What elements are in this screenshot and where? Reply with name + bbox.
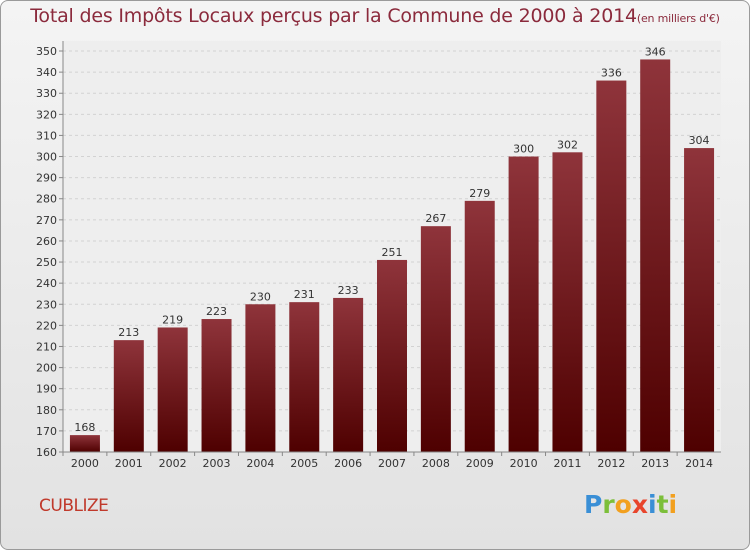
y-tick-label: 310 [36,129,57,142]
bar-2001 [113,340,144,452]
bar-2004 [245,304,276,452]
y-tick-label: 250 [36,256,57,269]
data-label: 223 [206,305,227,318]
commune-name: CUBLIZE [39,496,109,516]
bar-2012 [596,80,627,453]
bar-2007 [377,259,407,452]
data-label: 267 [425,212,446,225]
x-tick-label: 2012 [597,457,625,470]
data-label: 233 [338,284,359,297]
data-label: 336 [601,67,622,80]
x-tick-label: 2014 [685,457,713,470]
x-tick-label: 2009 [466,457,494,470]
bar-2011 [552,152,583,452]
data-label: 213 [118,326,139,339]
data-label: 251 [382,246,403,259]
data-label: 219 [162,313,183,326]
bar-2013 [640,59,671,452]
x-tick-label: 2005 [290,457,318,470]
bars: 168 213 219 223 230 231 233 251 267 279 300 302 336 3… [69,45,715,453]
chart-title: Total des Impôts Locaux perçus par la Co… [1,5,749,27]
bar-2010 [508,156,539,453]
x-tick-label: 2003 [203,457,231,470]
x-tick-label: 2002 [159,457,187,470]
y-tick-label: 240 [36,277,57,290]
y-tick-label: 290 [36,172,57,185]
y-tick-label: 270 [36,214,57,227]
bar-2008 [420,226,451,452]
y-tick-label: 320 [36,108,57,121]
y-tick-label: 300 [36,151,57,164]
x-tick-label: 2010 [510,457,538,470]
x-tick-label: 2007 [378,457,406,470]
y-axis: 160 170 180 190 200 210 220 230 240 250 260 270 280 2… [36,41,64,459]
bar-2002 [157,327,188,452]
y-tick-label: 180 [36,404,57,417]
bar-2000 [69,435,100,452]
chart-title-main: Total des Impôts Locaux perçus par la Co… [30,5,637,27]
bar-2003 [201,319,232,452]
y-tick-label: 200 [36,362,57,375]
y-tick-label: 170 [36,425,57,438]
data-label: 230 [250,290,271,303]
y-tick-label: 330 [36,87,57,100]
y-tick-label: 210 [36,340,57,353]
x-tick-label: 2004 [246,457,274,470]
data-label: 279 [469,187,490,200]
y-tick-label: 340 [36,66,57,79]
bar-2005 [289,302,320,452]
data-label: 302 [557,138,578,151]
data-label: 346 [645,45,666,58]
data-label: 168 [74,421,95,434]
x-tick-label: 2013 [641,457,669,470]
x-tick-label: 2001 [115,457,143,470]
y-tick-label: 260 [36,235,57,248]
bar-2006 [333,297,364,452]
y-tick-label: 230 [36,298,57,311]
y-tick-label: 190 [36,383,57,396]
x-tick-label: 2011 [553,457,581,470]
x-tick-label: 2000 [71,457,99,470]
bar-2009 [464,200,495,452]
bar-2014 [684,148,715,452]
data-label: 231 [294,288,315,301]
x-tick-label: 2008 [422,457,450,470]
y-tick-label: 350 [36,45,57,58]
data-label: 300 [513,143,534,156]
y-tick-label: 160 [36,446,57,459]
data-label: 304 [689,134,710,147]
proxiti-logo: Proxiti [584,490,678,519]
chart-title-unit: (en milliers d'€) [636,12,720,25]
x-tick-label: 2006 [334,457,362,470]
x-axis: 2000 2001 2002 2003 2004 2005 2006 2007 2008 2009… [62,451,721,470]
y-tick-label: 280 [36,193,57,206]
y-tick-label: 220 [36,319,57,332]
